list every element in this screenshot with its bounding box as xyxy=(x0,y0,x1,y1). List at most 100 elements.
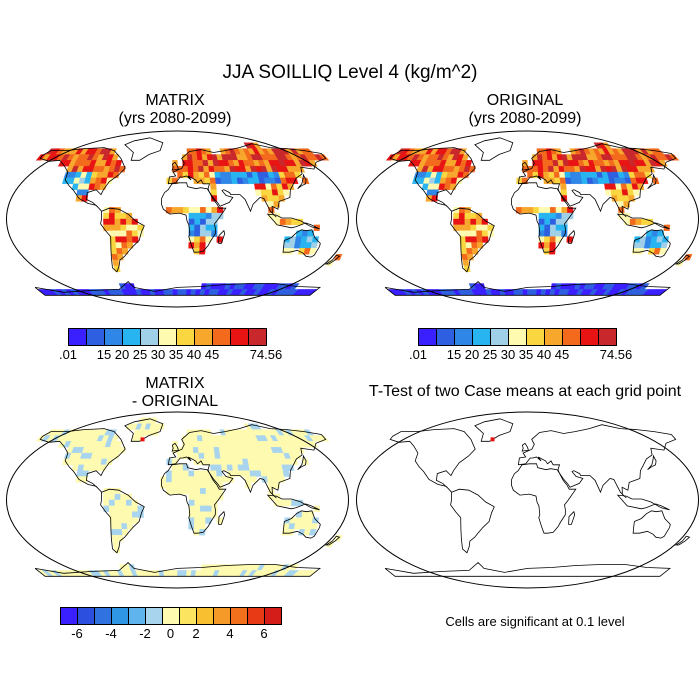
grid-cell xyxy=(522,289,528,296)
ttest-title-line1: T-Test of two Case means at each grid po… xyxy=(368,383,682,400)
grid-cell xyxy=(110,529,118,536)
grid-cell xyxy=(205,236,212,243)
grid-cell xyxy=(604,189,612,196)
grid-cell xyxy=(193,171,200,179)
grid-cell xyxy=(163,289,169,296)
grid-cell xyxy=(167,570,174,577)
grid-cell xyxy=(209,177,217,184)
coastline xyxy=(521,442,529,452)
grid-cell xyxy=(311,236,319,243)
grid-cell xyxy=(464,207,471,214)
grid-cell xyxy=(458,224,466,231)
grid-cell xyxy=(260,470,268,477)
grid-cell xyxy=(475,218,483,226)
colorbar-label: 0 xyxy=(166,626,175,641)
grid-cell xyxy=(171,482,178,489)
grid-cell xyxy=(555,212,562,220)
grid-cell xyxy=(188,476,195,483)
grid-cell xyxy=(616,195,624,202)
colorbar-label: 20 xyxy=(464,347,480,362)
grid-cell xyxy=(165,482,173,489)
grid-cell xyxy=(120,493,127,501)
grid-cell xyxy=(188,212,195,220)
grid-cell xyxy=(112,540,120,548)
grid-cell xyxy=(285,499,292,507)
grid-cell xyxy=(187,441,194,448)
coastline xyxy=(171,161,179,171)
grid-cell xyxy=(131,224,139,231)
grid-cell xyxy=(209,171,216,179)
grid-cell xyxy=(537,166,544,173)
grid-cell xyxy=(466,253,474,261)
grid-cell xyxy=(131,511,139,518)
grid-cell xyxy=(542,166,549,173)
grid-cell xyxy=(205,224,212,231)
grid-cell xyxy=(110,248,118,255)
colorbar-swatch xyxy=(580,328,599,346)
colorbar-label: -2 xyxy=(139,626,151,641)
grid-cell xyxy=(272,195,280,202)
coastline xyxy=(674,535,691,546)
grid-cell xyxy=(555,236,562,243)
colorbar-swatch xyxy=(179,607,197,625)
grid-cell xyxy=(203,447,210,454)
grid-cell xyxy=(552,160,559,167)
grid-cell xyxy=(116,529,123,536)
grid-cell xyxy=(114,230,122,237)
grid-cell xyxy=(193,242,201,249)
coastline xyxy=(674,254,691,265)
grid-cell xyxy=(188,488,195,495)
grid-cell xyxy=(550,218,557,226)
colorbar-swatch xyxy=(194,328,213,346)
grid-cell xyxy=(120,517,128,524)
grid-cell xyxy=(205,505,212,512)
grid-cell xyxy=(470,218,477,226)
grid-cell xyxy=(126,236,133,243)
grid-cell xyxy=(182,470,189,477)
grid-cell xyxy=(93,464,101,471)
grid-cell xyxy=(555,207,562,214)
grid-cell xyxy=(115,523,123,530)
grid-cell xyxy=(171,207,178,214)
coastline xyxy=(282,510,321,539)
grid-cell xyxy=(279,499,287,507)
grid-cell xyxy=(197,160,204,167)
grid-cell xyxy=(532,166,539,173)
grid-cell xyxy=(550,212,557,220)
grid-cell xyxy=(172,570,178,577)
grid-cell xyxy=(199,488,207,495)
figure-title: JJA SOILLIQ Level 4 (kg/m^2) xyxy=(222,62,478,83)
grid-cell xyxy=(547,166,555,173)
grid-cell xyxy=(204,458,211,465)
grid-cell xyxy=(300,236,308,243)
grid-cell xyxy=(126,242,134,249)
grid-cell xyxy=(282,470,290,477)
coastline xyxy=(616,213,670,230)
grid-cell xyxy=(464,218,471,226)
original-colorbar: .01 15 20 25 30 35 40 45 74.56 xyxy=(409,328,632,362)
grid-cell xyxy=(193,529,200,536)
grid-cell xyxy=(205,493,212,501)
grid-cell xyxy=(177,570,183,577)
grid-cell xyxy=(232,464,239,471)
grid-cell xyxy=(114,212,121,220)
grid-cell xyxy=(191,435,198,442)
grid-cell xyxy=(187,160,194,167)
difference-map xyxy=(6,411,349,589)
coastline xyxy=(124,137,164,161)
grid-cell xyxy=(177,482,184,489)
colorbar-swatch xyxy=(111,607,129,625)
grid-cell xyxy=(192,166,199,173)
coastline xyxy=(218,229,226,244)
grid-cell xyxy=(112,452,120,460)
grid-cell xyxy=(565,177,572,184)
coastline xyxy=(266,213,320,230)
grid-cell xyxy=(81,476,89,483)
grid-cell xyxy=(187,166,194,173)
grid-cell xyxy=(181,570,188,577)
colorbar-swatch xyxy=(213,607,231,625)
grid-cell xyxy=(125,218,133,226)
grid-cell xyxy=(205,207,212,214)
grid-cell xyxy=(458,212,466,220)
coastline xyxy=(297,454,307,471)
